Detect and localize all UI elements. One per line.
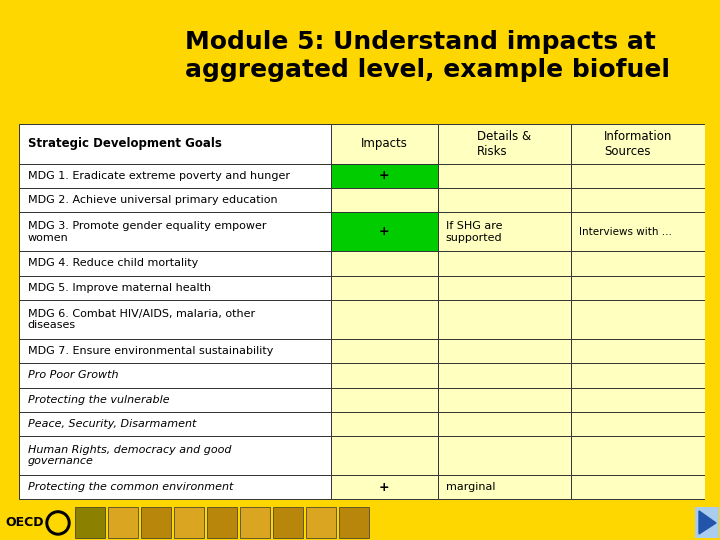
- Text: OECD: OECD: [5, 516, 43, 529]
- Bar: [438, 363, 571, 388]
- Bar: [331, 300, 438, 339]
- Text: MDG 2. Achieve universal primary education: MDG 2. Achieve universal primary educati…: [27, 195, 277, 205]
- Bar: [438, 275, 571, 300]
- Bar: [438, 436, 571, 475]
- Bar: [207, 507, 237, 538]
- Bar: [108, 507, 138, 538]
- Bar: [571, 339, 705, 363]
- Bar: [174, 507, 204, 538]
- Bar: [571, 251, 705, 275]
- Bar: [571, 436, 705, 475]
- Text: Human Rights, democracy and good
governance: Human Rights, democracy and good governa…: [27, 445, 231, 467]
- Text: Information
Sources: Information Sources: [604, 130, 672, 158]
- Bar: [19, 124, 331, 164]
- Bar: [19, 188, 331, 212]
- Text: MDG 1. Eradicate extreme poverty and hunger: MDG 1. Eradicate extreme poverty and hun…: [27, 171, 289, 181]
- Bar: [571, 212, 705, 251]
- Text: Impacts: Impacts: [361, 137, 408, 151]
- Bar: [273, 507, 303, 538]
- Bar: [438, 388, 571, 412]
- Bar: [571, 363, 705, 388]
- Text: MDG 7. Ensure environmental sustainability: MDG 7. Ensure environmental sustainabili…: [27, 346, 273, 356]
- Bar: [331, 412, 438, 436]
- Bar: [438, 475, 571, 500]
- Text: MDG 3. Promote gender equality empower
women: MDG 3. Promote gender equality empower w…: [27, 221, 266, 242]
- Bar: [19, 339, 331, 363]
- Text: +: +: [379, 169, 390, 183]
- Bar: [331, 188, 438, 212]
- Circle shape: [49, 514, 67, 532]
- Bar: [19, 436, 331, 475]
- Text: Details &
Risks: Details & Risks: [477, 130, 531, 158]
- Bar: [331, 212, 438, 251]
- Text: MDG 5. Improve maternal health: MDG 5. Improve maternal health: [27, 283, 211, 293]
- Bar: [19, 212, 331, 251]
- Bar: [438, 124, 571, 164]
- Polygon shape: [699, 511, 716, 534]
- Bar: [331, 475, 438, 500]
- Text: Protecting the common environment: Protecting the common environment: [27, 482, 233, 492]
- Bar: [695, 507, 719, 538]
- Bar: [438, 212, 571, 251]
- Bar: [571, 475, 705, 500]
- Bar: [571, 275, 705, 300]
- Bar: [19, 475, 331, 500]
- Bar: [331, 164, 438, 188]
- Text: MDG 4. Reduce child mortality: MDG 4. Reduce child mortality: [27, 259, 198, 268]
- Bar: [240, 507, 270, 538]
- Bar: [331, 388, 438, 412]
- Bar: [75, 507, 105, 538]
- Bar: [438, 339, 571, 363]
- Bar: [19, 275, 331, 300]
- Bar: [19, 300, 331, 339]
- Bar: [438, 300, 571, 339]
- Bar: [306, 507, 336, 538]
- Text: MDG 6. Combat HIV/AIDS, malaria, other
diseases: MDG 6. Combat HIV/AIDS, malaria, other d…: [27, 308, 255, 330]
- Bar: [571, 388, 705, 412]
- Text: marginal: marginal: [446, 482, 495, 492]
- Text: Strategic Development Goals: Strategic Development Goals: [27, 137, 222, 151]
- Text: Peace, Security, Disarmament: Peace, Security, Disarmament: [27, 419, 196, 429]
- Bar: [331, 436, 438, 475]
- Bar: [571, 412, 705, 436]
- Bar: [438, 164, 571, 188]
- Bar: [571, 188, 705, 212]
- Bar: [331, 275, 438, 300]
- Text: Protecting the vulnerable: Protecting the vulnerable: [27, 395, 169, 404]
- Bar: [438, 188, 571, 212]
- Bar: [141, 507, 171, 538]
- Bar: [19, 412, 331, 436]
- Text: Interviews with ...: Interviews with ...: [580, 227, 672, 237]
- Bar: [438, 251, 571, 275]
- Bar: [571, 164, 705, 188]
- Circle shape: [46, 511, 70, 535]
- Bar: [331, 251, 438, 275]
- Text: Module 5: Understand impacts at
aggregated level, example biofuel: Module 5: Understand impacts at aggregat…: [185, 30, 670, 82]
- Bar: [19, 164, 331, 188]
- Text: Pro Poor Growth: Pro Poor Growth: [27, 370, 118, 380]
- Bar: [438, 412, 571, 436]
- Bar: [19, 388, 331, 412]
- Bar: [19, 251, 331, 275]
- Bar: [19, 363, 331, 388]
- Bar: [331, 363, 438, 388]
- Text: +: +: [379, 481, 390, 494]
- Bar: [571, 300, 705, 339]
- Bar: [331, 339, 438, 363]
- Text: If SHG are
supported: If SHG are supported: [446, 221, 503, 242]
- Bar: [331, 124, 438, 164]
- Text: +: +: [379, 225, 390, 238]
- Bar: [571, 124, 705, 164]
- Bar: [339, 507, 369, 538]
